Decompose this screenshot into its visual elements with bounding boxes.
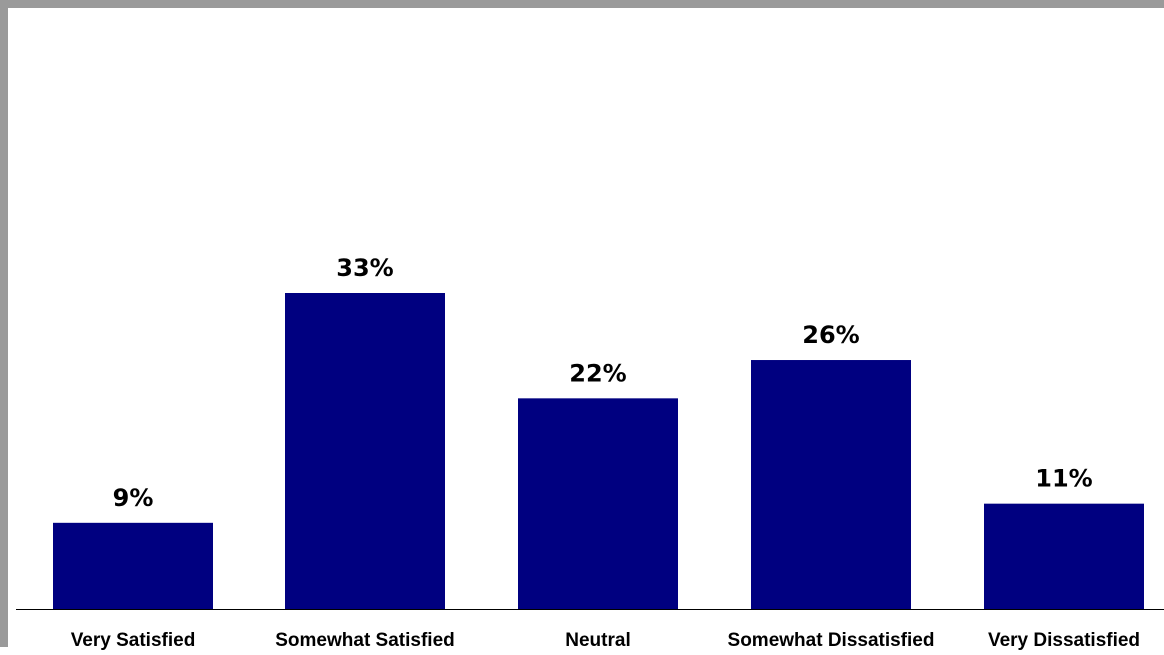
bars-layer [53, 293, 1144, 609]
bar-very-satisfied [53, 522, 213, 609]
category-label-neutral: Neutral [565, 630, 630, 651]
data-label-very-dissatisfied: 11% [1035, 465, 1092, 493]
category-label-somewhat-dissatisfied: Somewhat Dissatisfied [728, 630, 935, 651]
category-label-very-dissatisfied: Very Dissatisfied [988, 630, 1140, 651]
data-label-somewhat-dissatisfied: 26% [802, 321, 859, 349]
data-label-very-satisfied: 9% [113, 484, 154, 512]
category-label-somewhat-satisfied: Somewhat Satisfied [275, 630, 455, 651]
bar-somewhat-satisfied [285, 293, 445, 609]
labels-layer: 9% Very Satisfied 33% Somewhat Satisfied 22%… [71, 254, 1140, 651]
bar-neutral [518, 398, 678, 609]
bar-chart: 9% Very Satisfied 33% Somewhat Satisfied 22%… [16, 254, 1164, 651]
bar-somewhat-dissatisfied [751, 360, 911, 609]
data-label-neutral: 22% [569, 359, 626, 387]
bar-very-dissatisfied [984, 503, 1144, 609]
category-label-very-satisfied: Very Satisfied [71, 630, 196, 651]
data-label-somewhat-satisfied: 33% [336, 254, 393, 282]
